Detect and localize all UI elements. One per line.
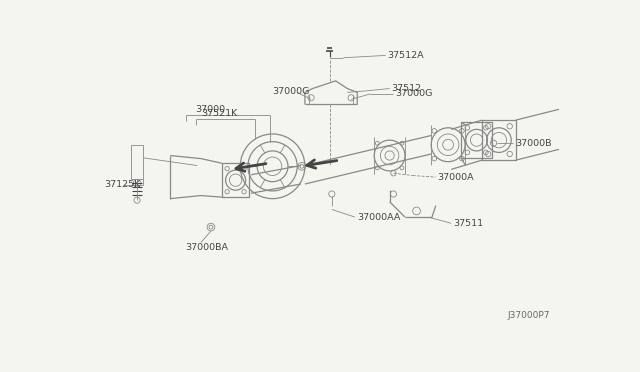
Text: 37000: 37000 bbox=[196, 105, 226, 114]
Text: 37512A: 37512A bbox=[387, 51, 424, 60]
Text: 37000A: 37000A bbox=[437, 173, 474, 182]
Text: 37000G: 37000G bbox=[273, 87, 310, 96]
Text: 37125K: 37125K bbox=[105, 180, 141, 189]
Bar bbox=[131, 145, 143, 179]
Text: 37000B: 37000B bbox=[515, 139, 552, 148]
Text: J37000P7: J37000P7 bbox=[508, 311, 550, 320]
Text: 37511: 37511 bbox=[452, 219, 483, 228]
Text: 37521K: 37521K bbox=[201, 109, 237, 118]
Text: 37512: 37512 bbox=[391, 84, 421, 93]
Text: 37000AA: 37000AA bbox=[357, 213, 401, 222]
Text: 37000G: 37000G bbox=[395, 89, 433, 99]
Text: 37000BA: 37000BA bbox=[186, 243, 228, 253]
